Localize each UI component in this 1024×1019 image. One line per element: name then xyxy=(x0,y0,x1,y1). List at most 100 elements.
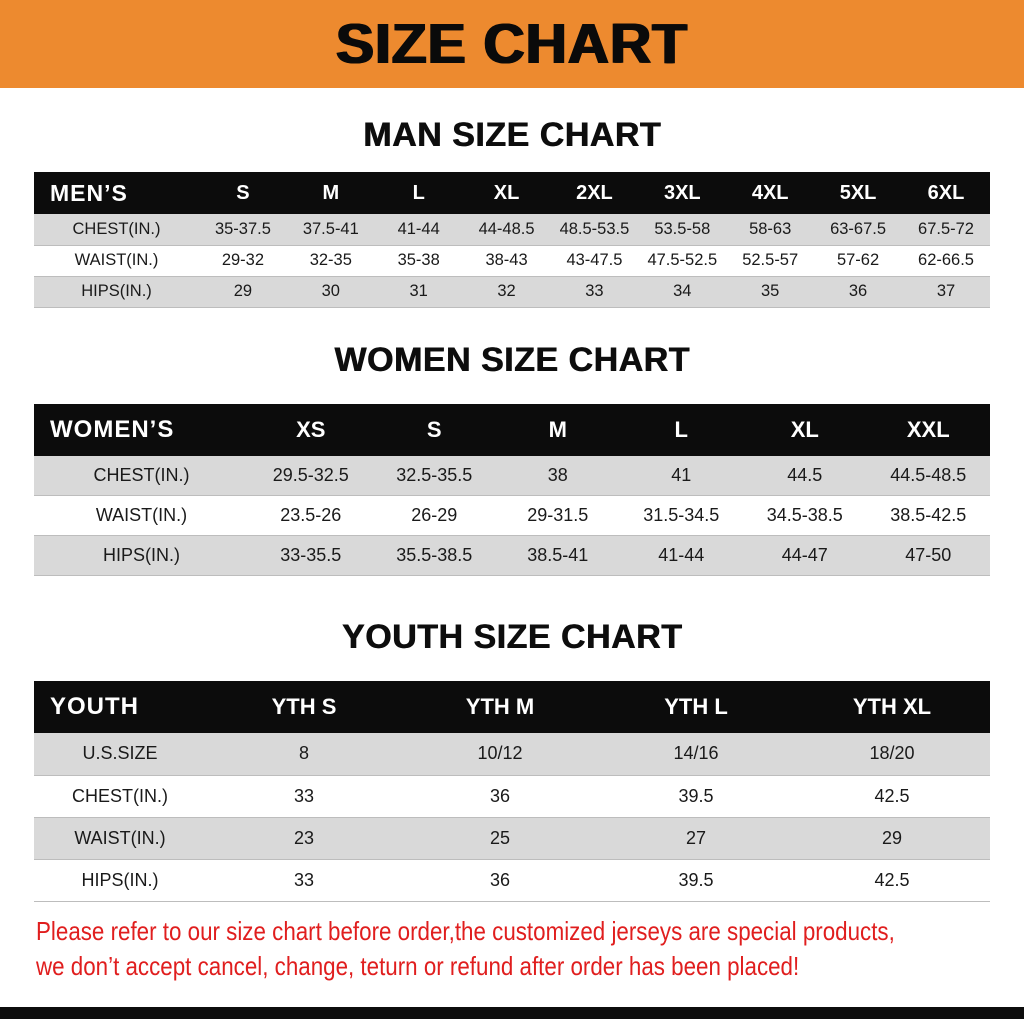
bottom-black-bar xyxy=(0,1007,1024,1019)
size-column-header: 5XL xyxy=(814,172,902,214)
size-value: 14/16 xyxy=(598,733,794,776)
size-value: 33-35.5 xyxy=(249,535,373,576)
size-value: 35-38 xyxy=(374,245,463,277)
size-column-header: S xyxy=(199,172,287,214)
header-row: WOMEN’S XS S M L XL XXL xyxy=(34,403,990,456)
row-label: CHEST(IN.) xyxy=(34,455,249,496)
size-column-header: L xyxy=(374,172,463,214)
size-value: 39.5 xyxy=(598,859,794,902)
row-label: HIPS(IN.) xyxy=(34,276,199,308)
size-column-header: YTH L xyxy=(598,681,794,733)
size-value: 47-50 xyxy=(866,535,990,576)
size-column-header: M xyxy=(496,403,620,456)
size-value: 62-66.5 xyxy=(902,245,990,277)
size-value: 58-63 xyxy=(726,214,815,246)
size-column-header: M xyxy=(286,172,375,214)
size-value: 41-44 xyxy=(619,535,743,576)
row-label: CHEST(IN.) xyxy=(34,214,199,246)
row-label: WAIST(IN.) xyxy=(34,245,199,277)
size-value: 26-29 xyxy=(372,495,496,536)
table-corner-label: WOMEN’S xyxy=(34,403,249,456)
size-value: 43-47.5 xyxy=(550,245,639,277)
measurement-row: CHEST(IN.) 33 36 39.5 42.5 xyxy=(34,775,990,818)
row-label: U.S.SIZE xyxy=(34,733,206,776)
size-value: 36 xyxy=(814,276,902,308)
youth-size-table: YOUTH YTH S YTH M YTH L YTH XL U.S.SIZE 8 10/12… xyxy=(34,681,990,902)
size-value: 23.5-26 xyxy=(249,495,373,536)
youth-size-chart-section: YOUTH SIZE CHART YOUTH YTH S YTH M YTH L YTH… xyxy=(0,576,1024,902)
measurement-row: CHEST(IN.) 35-37.5 37.5-41 41-44 44-48.5 48.5… xyxy=(34,214,990,246)
womens-size-table: WOMEN’S XS S M L XL XXL CHEST(IN.) 29.5-32.5 32.5… xyxy=(34,403,990,576)
size-value: 29-32 xyxy=(199,245,287,277)
size-value: 35 xyxy=(726,276,815,308)
measurement-row: WAIST(IN.) 29-32 32-35 35-38 38-43 43-47.5 47.… xyxy=(34,245,990,277)
size-value: 52.5-57 xyxy=(726,245,815,277)
size-column-header: S xyxy=(372,403,496,456)
size-value: 31.5-34.5 xyxy=(619,495,743,536)
measurement-row: WAIST(IN.) 23 25 27 29 xyxy=(34,817,990,860)
size-value: 30 xyxy=(286,276,375,308)
size-column-header: 3XL xyxy=(638,172,727,214)
size-column-header: 6XL xyxy=(902,172,990,214)
size-value: 44.5 xyxy=(743,455,867,496)
size-value: 47.5-52.5 xyxy=(638,245,727,277)
size-value: 37.5-41 xyxy=(286,214,375,246)
size-column-header: XS xyxy=(249,403,373,456)
women-size-chart-heading: WOMEN SIZE CHART xyxy=(334,340,690,379)
size-value: 34 xyxy=(638,276,727,308)
size-value: 35-37.5 xyxy=(199,214,287,246)
size-value: 18/20 xyxy=(794,733,990,776)
size-column-header: XL xyxy=(743,403,867,456)
size-column-header: 2XL xyxy=(550,172,639,214)
size-value: 23 xyxy=(206,817,402,860)
size-value: 34.5-38.5 xyxy=(743,495,867,536)
size-value: 41 xyxy=(619,455,743,496)
size-value: 33 xyxy=(206,859,402,902)
size-column-header: L xyxy=(619,403,743,456)
size-value: 63-67.5 xyxy=(814,214,902,246)
header-row: MEN’S S M L XL 2XL 3XL 4XL 5XL 6XL xyxy=(34,172,990,214)
youth-size-chart-heading: YOUTH SIZE CHART xyxy=(341,618,683,656)
size-value: 42.5 xyxy=(794,859,990,902)
size-value: 57-62 xyxy=(814,245,902,277)
size-value: 29-31.5 xyxy=(496,495,620,536)
size-value: 38 xyxy=(496,455,620,496)
size-column-header: XL xyxy=(462,172,551,214)
man-size-chart-section: MAN SIZE CHART MEN’S S M L XL 2XL 3XL 4XL 5XL 6XL… xyxy=(0,88,1024,308)
size-value: 44-48.5 xyxy=(462,214,551,246)
size-value: 38-43 xyxy=(462,245,551,277)
size-value: 29.5-32.5 xyxy=(249,455,373,496)
table-corner-label: YOUTH xyxy=(34,681,206,733)
size-value: 8 xyxy=(206,733,402,776)
man-size-chart-heading: MAN SIZE CHART xyxy=(363,116,661,154)
size-value: 37 xyxy=(902,276,990,308)
size-value: 67.5-72 xyxy=(902,214,990,246)
size-value: 44-47 xyxy=(743,535,867,576)
page-title: SIZE CHART xyxy=(336,12,688,76)
size-value: 39.5 xyxy=(598,775,794,818)
size-value: 27 xyxy=(598,817,794,860)
measurement-row: HIPS(IN.) 33-35.5 35.5-38.5 38.5-41 41-44 44-… xyxy=(34,535,990,576)
size-value: 33 xyxy=(550,276,639,308)
disclaimer-line-1: Please refer to our size chart before or… xyxy=(36,915,895,946)
size-value: 48.5-53.5 xyxy=(550,214,639,246)
size-value: 29 xyxy=(199,276,287,308)
row-label: HIPS(IN.) xyxy=(34,859,206,902)
row-label: WAIST(IN.) xyxy=(34,817,206,860)
size-value: 36 xyxy=(402,859,598,902)
measurement-row: HIPS(IN.) 29 30 31 32 33 34 35 36 37 xyxy=(34,276,990,308)
size-value: 25 xyxy=(402,817,598,860)
size-value: 42.5 xyxy=(794,775,990,818)
header-row: YOUTH YTH S YTH M YTH L YTH XL xyxy=(34,681,990,733)
disclaimer-line-2: we don’t accept cancel, change, teturn o… xyxy=(36,950,800,981)
size-value: 41-44 xyxy=(374,214,463,246)
size-column-header: YTH S xyxy=(206,681,402,733)
size-value: 35.5-38.5 xyxy=(372,535,496,576)
size-value: 53.5-58 xyxy=(638,214,727,246)
size-value: 10/12 xyxy=(402,733,598,776)
banner: SIZE CHART xyxy=(0,0,1024,88)
size-value: 32-35 xyxy=(286,245,375,277)
size-value: 31 xyxy=(374,276,463,308)
size-column-header: YTH M xyxy=(402,681,598,733)
row-label: HIPS(IN.) xyxy=(34,535,249,576)
